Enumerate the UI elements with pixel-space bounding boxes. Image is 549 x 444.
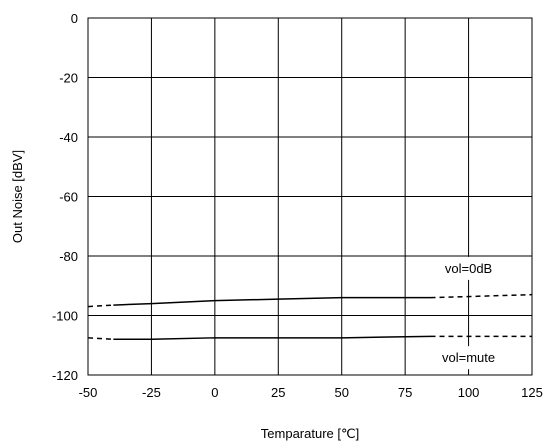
plot-frame	[87, 17, 533, 376]
y-axis-label: Out Noise [dBV]	[10, 150, 25, 243]
series-line	[113, 296, 431, 306]
x-tick-label: 75	[398, 385, 412, 400]
y-tick-label: -40	[59, 130, 78, 145]
x-tick-label: 25	[271, 385, 285, 400]
series-line-dashed	[87, 337, 114, 341]
y-tick-label: -80	[59, 249, 78, 264]
series-annotation: vol=mute	[442, 350, 495, 365]
x-axis-label: Temparature [℃]	[261, 426, 359, 441]
x-tick-label: 0	[211, 385, 218, 400]
series-lines	[87, 293, 533, 341]
y-tick-label: -60	[59, 190, 78, 205]
y-tick-label: -100	[52, 309, 78, 324]
x-tick-label: -50	[79, 385, 98, 400]
y-tick-label: 0	[71, 11, 78, 26]
x-tick-labels: -50 -25 0 25 50 75 100 125	[79, 385, 543, 400]
y-tick-label: -20	[59, 71, 78, 86]
grid-lines	[88, 18, 532, 375]
annotation-background	[438, 256, 499, 280]
series-line-dashed	[87, 304, 114, 308]
annotation-background	[436, 346, 502, 370]
y-tick-label: -120	[52, 368, 78, 383]
x-tick-label: 100	[458, 385, 480, 400]
x-tick-label: -25	[142, 385, 161, 400]
series-line-dashed	[430, 293, 533, 299]
x-tick-label: 50	[334, 385, 348, 400]
series-line	[113, 335, 431, 341]
x-tick-label: 125	[521, 385, 543, 400]
series-annotation: vol=0dB	[445, 261, 492, 276]
y-tick-labels: 0 -20 -40 -60 -80 -100 -120	[52, 11, 78, 383]
annotations: vol=0dB vol=mute	[436, 256, 502, 370]
